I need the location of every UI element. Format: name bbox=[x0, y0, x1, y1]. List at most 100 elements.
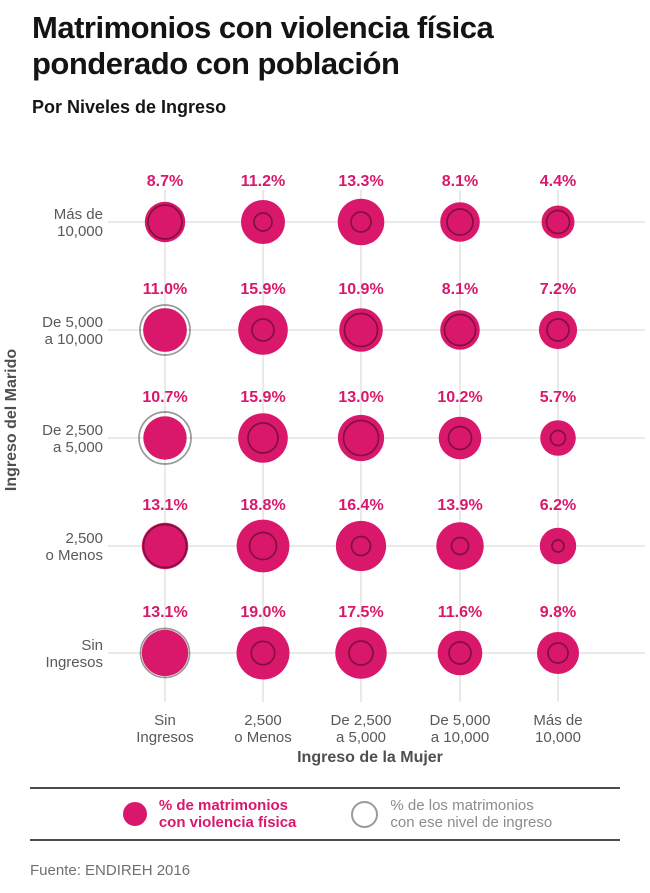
value-label: 10.2% bbox=[437, 389, 482, 406]
value-label: 13.9% bbox=[437, 497, 482, 514]
violence-bubble bbox=[143, 308, 187, 352]
income-level-ring bbox=[551, 539, 565, 553]
violence-bubble bbox=[241, 200, 285, 244]
violence-bubble bbox=[339, 308, 383, 352]
x-axis-tick-label: Sin bbox=[154, 712, 176, 729]
value-label: 8.1% bbox=[442, 281, 478, 298]
x-axis-tick-label: 10,000 bbox=[535, 729, 581, 746]
value-label: 17.5% bbox=[338, 604, 383, 621]
value-label: 15.9% bbox=[240, 281, 285, 298]
violence-bubble bbox=[440, 310, 480, 350]
value-label: 13.0% bbox=[338, 389, 383, 406]
y-axis-tick-label: 10,000 bbox=[57, 223, 103, 240]
legend-item-income: % de los matrimonios con ese nivel de in… bbox=[351, 797, 552, 831]
y-axis-tick-label: Sin bbox=[81, 637, 103, 654]
value-label: 7.2% bbox=[540, 281, 576, 298]
violence-bubble bbox=[238, 413, 288, 463]
value-label: 13.3% bbox=[338, 173, 383, 190]
y-axis-tick-label: De 5,000 bbox=[42, 314, 103, 331]
violence-bubble bbox=[436, 522, 484, 570]
income-level-ring bbox=[549, 429, 567, 447]
value-label: 15.9% bbox=[240, 389, 285, 406]
y-axis-tick-label: De 2,500 bbox=[42, 422, 103, 439]
legend-label-income: % de los matrimonios con ese nivel de in… bbox=[390, 797, 552, 831]
x-axis-tick-label: Más de bbox=[533, 712, 582, 729]
page-title-line2: ponderado con población bbox=[32, 46, 400, 81]
violence-bubble bbox=[337, 198, 385, 246]
legend-label-violence-line1: % de matrimonios bbox=[158, 797, 289, 814]
income-level-ring bbox=[250, 640, 276, 666]
violence-bubble bbox=[540, 420, 576, 456]
y-axis-tick-label: o Menos bbox=[45, 547, 103, 564]
income-level-ring bbox=[545, 209, 571, 235]
violence-bubble bbox=[236, 626, 290, 680]
violence-bubble bbox=[144, 201, 186, 243]
value-label: 8.1% bbox=[442, 173, 478, 190]
violence-bubble bbox=[539, 527, 577, 565]
page-title-line1: Matrimonios con violencia física bbox=[32, 10, 494, 45]
violence-bubble bbox=[335, 627, 387, 679]
x-axis-tick-label: Ingresos bbox=[136, 729, 194, 746]
violence-bubble bbox=[337, 414, 385, 462]
y-axis-title: Ingreso del Marido bbox=[3, 349, 20, 491]
income-level-ring bbox=[251, 318, 275, 342]
page-title: Matrimonios con violencia física pondera… bbox=[32, 10, 632, 82]
y-axis-tick-label: Más de bbox=[54, 206, 103, 223]
value-label: 8.7% bbox=[147, 173, 183, 190]
income-level-ring bbox=[348, 640, 374, 666]
x-axis-tick-label: De 2,500 bbox=[331, 712, 392, 729]
filled-circle-icon bbox=[122, 802, 147, 826]
outlined-circle-icon bbox=[351, 800, 379, 828]
x-axis-tick-label: 2,500 bbox=[244, 712, 282, 729]
value-label: 9.8% bbox=[540, 604, 576, 621]
violence-bubble bbox=[143, 416, 187, 460]
page-subtitle: Por Niveles de Ingreso bbox=[32, 97, 227, 117]
income-level-ring bbox=[350, 535, 372, 557]
legend-label-income-line1: % de los matrimonios bbox=[390, 797, 534, 814]
value-label: 11.0% bbox=[143, 281, 187, 298]
income-level-ring bbox=[450, 536, 470, 556]
legend-item-violence: % de matrimonios con violencia física bbox=[122, 797, 297, 831]
income-level-ring bbox=[138, 411, 192, 465]
income-level-ring bbox=[248, 531, 278, 561]
y-axis-tick-label: a 10,000 bbox=[45, 331, 103, 348]
legend-label-income-line2: con ese nivel de ingreso bbox=[390, 814, 553, 831]
value-label: 16.4% bbox=[338, 497, 383, 514]
value-label: 13.1% bbox=[142, 497, 187, 514]
bubble-matrix-chart: 8.7% 11.2% 13.3% 8.1% 4.4% 11.0% 15.9% 10.9% 8.1… bbox=[3, 173, 645, 766]
legend: % de matrimonios con violencia física % … bbox=[30, 787, 620, 841]
x-axis-tick-label: a 5,000 bbox=[336, 729, 386, 746]
x-axis-tick-label: o Menos bbox=[234, 729, 292, 746]
value-label: 10.7% bbox=[142, 389, 187, 406]
income-level-ring bbox=[147, 204, 183, 240]
violence-bubble bbox=[141, 522, 189, 570]
value-label: 18.8% bbox=[240, 497, 285, 514]
x-axis-tick-label: a 10,000 bbox=[431, 729, 489, 746]
source-note: Fuente: ENDIREH 2016 bbox=[30, 862, 191, 879]
income-level-ring bbox=[350, 211, 372, 233]
x-axis-title: Ingreso de la Mujer bbox=[297, 749, 443, 766]
violence-bubble bbox=[236, 519, 290, 573]
income-level-ring bbox=[342, 419, 380, 457]
violence-bubble bbox=[538, 310, 578, 350]
value-label: 19.0% bbox=[240, 604, 285, 621]
value-label: 13.1% bbox=[142, 604, 187, 621]
value-label: 10.9% bbox=[338, 281, 383, 298]
header: Matrimonios con violencia física pondera… bbox=[32, 10, 632, 118]
value-label: 11.6% bbox=[438, 604, 482, 621]
violence-bubble bbox=[537, 632, 579, 674]
y-axis-tick-label: 2,500 bbox=[65, 530, 103, 547]
violence-bubble bbox=[440, 202, 480, 242]
legend-label-violence: % de matrimonios con violencia física bbox=[159, 797, 297, 831]
income-level-ring bbox=[448, 641, 472, 665]
income-level-ring bbox=[343, 312, 379, 348]
income-level-ring bbox=[139, 304, 191, 356]
income-level-ring bbox=[139, 627, 191, 679]
value-label: 6.2% bbox=[540, 497, 576, 514]
value-label: 11.2% bbox=[241, 173, 285, 190]
violence-bubble bbox=[238, 305, 288, 355]
income-level-ring bbox=[443, 313, 477, 347]
income-level-ring bbox=[547, 642, 569, 664]
violence-bubble bbox=[141, 629, 189, 677]
